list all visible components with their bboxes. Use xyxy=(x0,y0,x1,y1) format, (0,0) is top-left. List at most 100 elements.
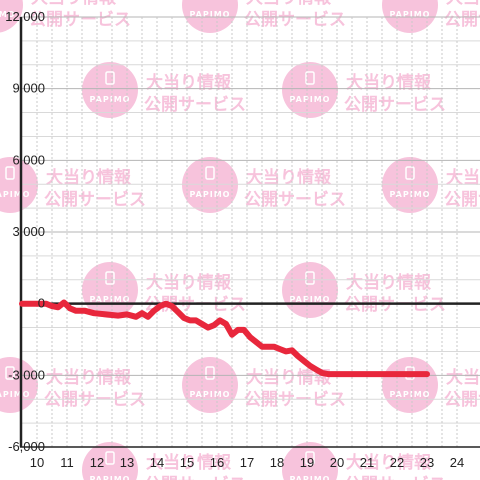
x-tick-label: 24 xyxy=(450,455,464,470)
papimo-logo-circle xyxy=(82,442,138,480)
x-tick-label: 19 xyxy=(300,455,314,470)
papimo-logo-circle xyxy=(282,62,338,118)
papimo-logo-text: PAPIMO xyxy=(0,190,30,199)
phone-icon xyxy=(405,166,415,180)
watermark-title-line2: 公開サービス xyxy=(44,190,146,210)
watermark-title-line1: 大当り情報 xyxy=(246,0,332,8)
y-tick-label: 9,000 xyxy=(12,81,45,96)
watermark-title-line1: 大当り情報 xyxy=(446,0,480,8)
papimo-logo-text: PAPIMO xyxy=(390,190,431,199)
papimo-logo-circle xyxy=(382,357,438,413)
watermark-title-line2: 公開サービス xyxy=(44,390,146,410)
watermark-title-line2: 公開サービス xyxy=(344,295,446,315)
papimo-logo-circle xyxy=(382,0,438,33)
y-tick-label: -3,000 xyxy=(8,367,45,382)
papimo-logo-text: PAPIMO xyxy=(0,10,15,19)
watermark-title-line1: 大当り情報 xyxy=(31,0,117,8)
axes xyxy=(19,17,480,448)
papimo-logo-circle xyxy=(0,357,38,413)
papimo-logo-text: PAPIMO xyxy=(190,10,231,19)
watermark-title-line1: 大当り情報 xyxy=(246,167,332,188)
x-tick-label: 17 xyxy=(240,455,254,470)
x-tick-label: 10 xyxy=(30,455,44,470)
x-tick-label: 14 xyxy=(150,455,164,470)
papimo-logo-text: PAPIMO xyxy=(390,390,431,399)
watermark-title-line1: 大当り情報 xyxy=(146,72,232,93)
watermark-title-line1: 大当り情報 xyxy=(446,367,480,388)
x-tick-label: 13 xyxy=(120,455,134,470)
watermark-title-line1: 大当り情報 xyxy=(46,167,132,188)
watermark-title-line1: 大当り情報 xyxy=(46,367,132,388)
watermark-title-line2: 公開サービス xyxy=(29,10,131,30)
watermark-title-line1: 大当り情報 xyxy=(446,167,480,188)
x-tick-label: 16 xyxy=(210,455,224,470)
watermark-title-line2: 公開サービス xyxy=(344,475,446,480)
watermark-title-line1: 大当り情報 xyxy=(346,72,432,93)
papimo-logo-text: PAPIMO xyxy=(390,10,431,19)
phone-icon xyxy=(305,71,315,85)
phone-icon xyxy=(305,451,315,465)
papimo-logo-circle xyxy=(0,157,38,213)
y-tick-label: 0 xyxy=(38,296,45,311)
watermark-title-line1: 大当り情報 xyxy=(146,452,232,473)
x-tick-label: 18 xyxy=(270,455,284,470)
grid-lines xyxy=(20,16,480,448)
papimo-logo-text: PAPIMO xyxy=(290,475,331,480)
tick-labels: -6,000 -3,000 0 3,000 6,000 9,000 12,000 10 11 12… xyxy=(5,9,464,470)
y-tick-label: 3,000 xyxy=(12,224,45,239)
papimo-logo-text: PAPIMO xyxy=(190,390,231,399)
watermark-title-line2: 公開サービス xyxy=(144,475,246,480)
x-tick-label: 11 xyxy=(60,455,74,470)
papimo-logo-circle xyxy=(82,62,138,118)
papimo-logo-text: PAPIMO xyxy=(0,390,30,399)
x-tick-label: 23 xyxy=(420,455,434,470)
phone-icon xyxy=(205,166,215,180)
watermark-title-line2: 公開サービス xyxy=(244,10,346,30)
papimo-logo-circle xyxy=(282,262,338,318)
papimo-logo-text: PAPIMO xyxy=(90,475,131,480)
phone-icon xyxy=(5,366,15,380)
phone-icon xyxy=(305,271,315,285)
watermark-title-line2: 公開サービス xyxy=(444,10,480,30)
papimo-logo-circle xyxy=(282,442,338,480)
x-tick-label: 20 xyxy=(330,455,344,470)
phone-icon xyxy=(105,451,115,465)
papimo-logo-circle xyxy=(0,0,23,33)
x-tick-label: 22 xyxy=(390,455,404,470)
watermark-title-line2: 公開サービス xyxy=(144,95,246,115)
phone-icon xyxy=(5,166,15,180)
watermark-title-line2: 公開サービス xyxy=(444,390,480,410)
phone-icon xyxy=(105,71,115,85)
x-tick-label: 12 xyxy=(90,455,104,470)
papimo-logo-text: PAPIMO xyxy=(290,95,331,104)
papimo-logo-text: PAPIMO xyxy=(290,295,331,304)
watermark-title-line1: 大当り情報 xyxy=(346,272,432,293)
papimo-logo-circle xyxy=(182,157,238,213)
papimo-logo-text: PAPIMO xyxy=(90,95,131,104)
watermark-title-line2: 公開サービス xyxy=(444,190,480,210)
papimo-logo-text: PAPIMO xyxy=(190,190,231,199)
watermark-title-line1: 大当り情報 xyxy=(246,367,332,388)
watermark-title-line1: 大当り情報 xyxy=(146,272,232,293)
series-line-0 xyxy=(19,299,430,378)
watermark-title-line1: 大当り情報 xyxy=(346,452,432,473)
series-layer xyxy=(19,299,430,378)
x-tick-label: 21 xyxy=(360,455,374,470)
y-tick-label: 6,000 xyxy=(12,152,45,167)
watermark-title-line2: 公開サービス xyxy=(244,190,346,210)
x-tick-label: 15 xyxy=(180,455,194,470)
papimo-logo-circle xyxy=(382,157,438,213)
